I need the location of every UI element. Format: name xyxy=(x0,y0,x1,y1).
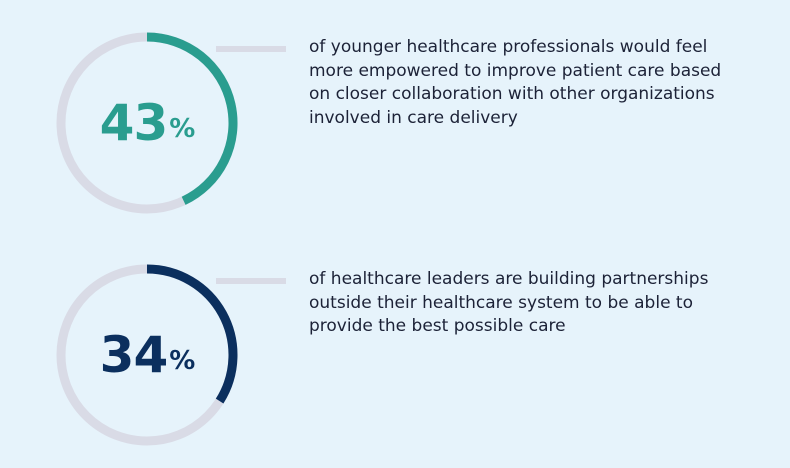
stat-description-1: of younger healthcare professionals woul… xyxy=(309,37,722,128)
connector-line-2 xyxy=(216,278,286,284)
stat-description-2: of healthcare leaders are building partn… xyxy=(309,269,709,336)
stat-unit-2: % xyxy=(169,346,195,376)
stat-value-2: 34 % xyxy=(52,260,242,450)
connector-line-1 xyxy=(216,46,286,52)
donut-arc-2 xyxy=(146,264,238,404)
stat-block-2: 34 % of healthcare leaders are building … xyxy=(0,260,790,460)
donut-chart-2 xyxy=(52,260,242,450)
stat-block-1: 43 % of younger healthcare professionals… xyxy=(0,28,790,228)
stat-unit-1: % xyxy=(169,114,195,144)
donut-chart-1 xyxy=(52,28,242,218)
stat-number-2: 34 xyxy=(99,326,169,384)
donut-arc-1 xyxy=(146,32,238,205)
stat-number-1: 43 xyxy=(99,94,169,152)
stat-value-1: 43 % xyxy=(52,28,242,218)
